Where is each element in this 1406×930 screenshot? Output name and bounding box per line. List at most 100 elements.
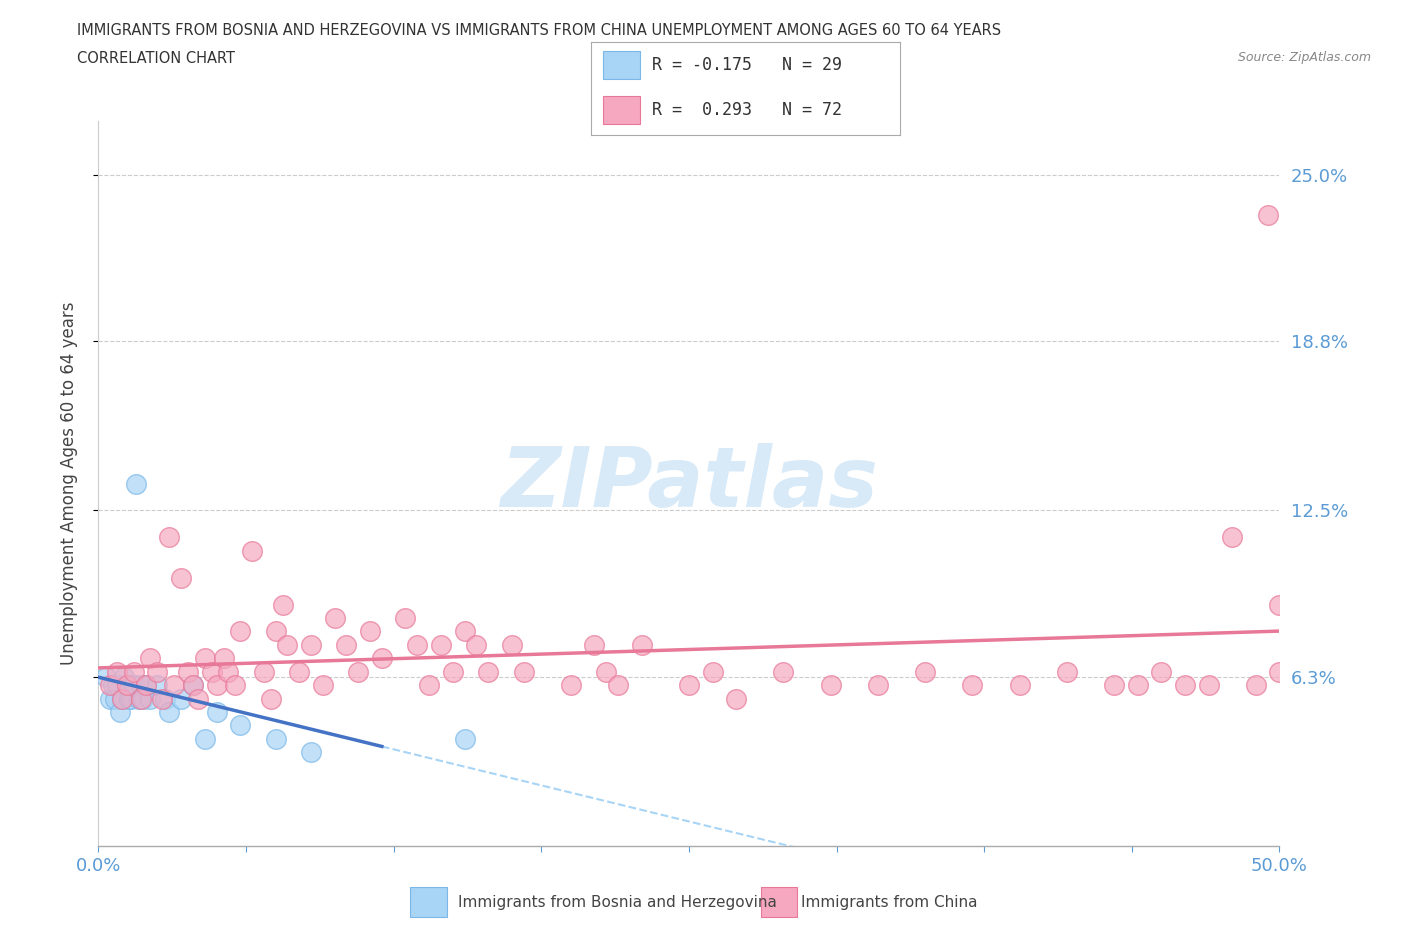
Point [299,637,322,652]
Point [1220,530,1243,545]
Point [146,678,169,693]
Point [1268,597,1291,612]
Point [962,678,984,693]
Point [177,664,200,679]
Point [122,678,145,693]
Bar [411,887,447,917]
Point [406,637,429,652]
Point [94,670,117,684]
Point [1056,664,1078,679]
Point [866,678,889,693]
Point [264,731,287,746]
Point [150,691,173,706]
Text: R = -0.175   N = 29: R = -0.175 N = 29 [652,56,842,74]
Point [98,691,121,706]
Point [1268,664,1291,679]
Point [118,691,141,706]
Point [229,624,252,639]
Point [607,678,630,693]
Point [163,678,186,693]
Text: CORRELATION CHART: CORRELATION CHART [77,51,235,66]
Point [512,664,534,679]
Point [323,610,346,625]
Point [453,731,475,746]
Point [157,530,180,545]
Point [477,664,499,679]
Point [128,691,150,706]
Point [205,678,228,693]
Point [371,651,394,666]
Point [181,678,204,693]
Point [583,637,606,652]
Point [224,678,246,693]
Point [1126,678,1149,693]
Point [264,624,287,639]
Point [820,678,842,693]
Text: Source: ZipAtlas.com: Source: ZipAtlas.com [1237,51,1371,64]
Point [702,664,724,679]
FancyBboxPatch shape [603,51,640,79]
FancyBboxPatch shape [603,96,640,124]
Point [441,664,464,679]
Point [253,664,276,679]
Point [453,624,475,639]
Point [129,678,152,693]
Point [146,664,169,679]
Point [630,637,652,652]
Point [115,678,138,693]
Point [271,597,294,612]
Point [1174,678,1197,693]
Point [170,570,193,585]
Point [276,637,298,652]
Point [201,664,224,679]
Point [1244,678,1267,693]
Point [135,678,157,693]
Text: IMMIGRANTS FROM BOSNIA AND HERZEGOVINA VS IMMIGRANTS FROM CHINA UNEMPLOYMENT AMO: IMMIGRANTS FROM BOSNIA AND HERZEGOVINA V… [77,23,1001,38]
Point [139,651,162,666]
Point [157,705,180,720]
Point [132,691,155,706]
Point [121,691,143,706]
Point [115,678,138,693]
Point [312,678,335,693]
Point [725,691,748,706]
Point [205,705,228,720]
Point [678,678,700,693]
Point [104,691,127,706]
Point [914,664,936,679]
Point [394,610,416,625]
Point [181,678,204,693]
Bar [761,887,797,917]
Point [465,637,488,652]
Point [335,637,357,652]
Point [240,543,263,558]
Text: Immigrants from China: Immigrants from China [801,895,977,910]
Point [772,664,794,679]
Y-axis label: Unemployment Among Ages 60 to 64 years: Unemployment Among Ages 60 to 64 years [59,302,77,665]
Point [187,691,209,706]
Point [260,691,283,706]
Point [217,664,239,679]
Point [112,670,135,684]
Point [1150,664,1173,679]
Point [430,637,453,652]
Point [229,718,252,733]
Point [139,691,162,706]
Point [560,678,582,693]
Point [135,678,157,693]
Point [359,624,381,639]
Point [194,731,217,746]
Text: ZIPatlas: ZIPatlas [501,443,877,525]
Point [129,691,152,706]
Point [111,691,134,706]
Point [1102,678,1125,693]
Point [105,678,128,693]
Point [101,678,124,693]
Point [1008,678,1031,693]
Point [194,651,217,666]
Point [299,745,322,760]
Point [595,664,617,679]
Text: R =  0.293   N = 72: R = 0.293 N = 72 [652,100,842,119]
Point [1257,207,1279,222]
Point [347,664,370,679]
